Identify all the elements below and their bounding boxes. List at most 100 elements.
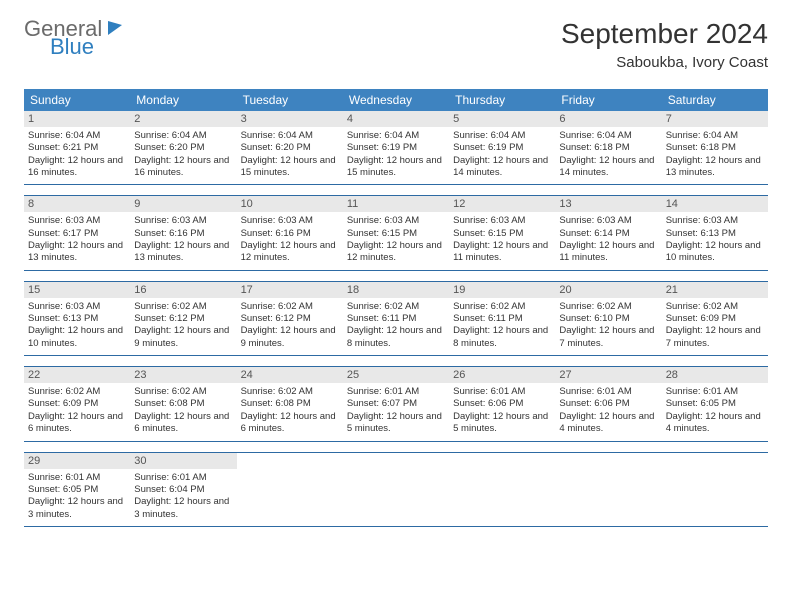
- day-details: Sunrise: 6:04 AMSunset: 6:20 PMDaylight:…: [237, 127, 343, 184]
- day-cell: [237, 453, 343, 526]
- daylight-line: Daylight: 12 hours and 7 minutes.: [666, 325, 764, 350]
- day-number: 13: [555, 196, 661, 212]
- weekday-thursday: Thursday: [449, 89, 555, 111]
- sunrise-line: Sunrise: 6:02 AM: [134, 386, 232, 398]
- sunrise-line: Sunrise: 6:02 AM: [28, 386, 126, 398]
- day-number: 21: [662, 282, 768, 298]
- weekday-monday: Monday: [130, 89, 236, 111]
- sunrise-line: Sunrise: 6:01 AM: [134, 472, 232, 484]
- sunset-line: Sunset: 6:14 PM: [559, 228, 657, 240]
- sunset-line: Sunset: 6:07 PM: [347, 398, 445, 410]
- day-number: 8: [24, 196, 130, 212]
- day-cell: [343, 453, 449, 526]
- sunrise-line: Sunrise: 6:01 AM: [28, 472, 126, 484]
- day-details: Sunrise: 6:03 AMSunset: 6:16 PMDaylight:…: [237, 212, 343, 269]
- day-number: 12: [449, 196, 555, 212]
- day-number: 28: [662, 367, 768, 383]
- sunset-line: Sunset: 6:09 PM: [666, 313, 764, 325]
- day-details: Sunrise: 6:03 AMSunset: 6:15 PMDaylight:…: [449, 212, 555, 269]
- day-cell: 26Sunrise: 6:01 AMSunset: 6:06 PMDayligh…: [449, 367, 555, 440]
- day-number: 22: [24, 367, 130, 383]
- sunset-line: Sunset: 6:08 PM: [134, 398, 232, 410]
- day-cell: 3Sunrise: 6:04 AMSunset: 6:20 PMDaylight…: [237, 111, 343, 184]
- sunrise-line: Sunrise: 6:01 AM: [347, 386, 445, 398]
- sunrise-line: Sunrise: 6:02 AM: [241, 386, 339, 398]
- logo-wrap: General Blue: [24, 18, 122, 58]
- sunrise-line: Sunrise: 6:04 AM: [453, 130, 551, 142]
- day-number: 19: [449, 282, 555, 298]
- day-cell: 25Sunrise: 6:01 AMSunset: 6:07 PMDayligh…: [343, 367, 449, 440]
- daylight-line: Daylight: 12 hours and 14 minutes.: [453, 155, 551, 180]
- daylight-line: Daylight: 12 hours and 8 minutes.: [347, 325, 445, 350]
- page: General Blue September 2024 Saboukba, Iv…: [0, 0, 792, 545]
- sunrise-line: Sunrise: 6:01 AM: [666, 386, 764, 398]
- day-details: Sunrise: 6:04 AMSunset: 6:19 PMDaylight:…: [449, 127, 555, 184]
- day-cell: 30Sunrise: 6:01 AMSunset: 6:04 PMDayligh…: [130, 453, 236, 526]
- sunrise-line: Sunrise: 6:03 AM: [347, 215, 445, 227]
- sunrise-line: Sunrise: 6:02 AM: [453, 301, 551, 313]
- page-subtitle: Saboukba, Ivory Coast: [561, 54, 768, 71]
- daylight-line: Daylight: 12 hours and 4 minutes.: [666, 411, 764, 436]
- day-cell: 23Sunrise: 6:02 AMSunset: 6:08 PMDayligh…: [130, 367, 236, 440]
- logo-arrow-icon: [108, 21, 122, 35]
- daylight-line: Daylight: 12 hours and 15 minutes.: [241, 155, 339, 180]
- day-number: 17: [237, 282, 343, 298]
- sunrise-line: Sunrise: 6:03 AM: [666, 215, 764, 227]
- weekday-friday: Friday: [555, 89, 661, 111]
- sunset-line: Sunset: 6:20 PM: [241, 142, 339, 154]
- daylight-line: Daylight: 12 hours and 13 minutes.: [666, 155, 764, 180]
- day-details: Sunrise: 6:04 AMSunset: 6:19 PMDaylight:…: [343, 127, 449, 184]
- sunrise-line: Sunrise: 6:01 AM: [559, 386, 657, 398]
- page-title: September 2024: [561, 18, 768, 50]
- sunset-line: Sunset: 6:13 PM: [28, 313, 126, 325]
- sunset-line: Sunset: 6:08 PM: [241, 398, 339, 410]
- day-number: 2: [130, 111, 236, 127]
- day-cell: 8Sunrise: 6:03 AMSunset: 6:17 PMDaylight…: [24, 196, 130, 269]
- daylight-line: Daylight: 12 hours and 14 minutes.: [559, 155, 657, 180]
- sunset-line: Sunset: 6:12 PM: [134, 313, 232, 325]
- day-cell: 2Sunrise: 6:04 AMSunset: 6:20 PMDaylight…: [130, 111, 236, 184]
- day-details: Sunrise: 6:04 AMSunset: 6:18 PMDaylight:…: [662, 127, 768, 184]
- day-cell: 9Sunrise: 6:03 AMSunset: 6:16 PMDaylight…: [130, 196, 236, 269]
- sunset-line: Sunset: 6:11 PM: [453, 313, 551, 325]
- sunrise-line: Sunrise: 6:02 AM: [134, 301, 232, 313]
- sunrise-line: Sunrise: 6:03 AM: [559, 215, 657, 227]
- day-details: Sunrise: 6:01 AMSunset: 6:04 PMDaylight:…: [130, 469, 236, 526]
- weeks-container: 1Sunrise: 6:04 AMSunset: 6:21 PMDaylight…: [24, 111, 768, 527]
- day-details: Sunrise: 6:04 AMSunset: 6:20 PMDaylight:…: [130, 127, 236, 184]
- day-details: Sunrise: 6:02 AMSunset: 6:08 PMDaylight:…: [237, 383, 343, 440]
- day-number: 15: [24, 282, 130, 298]
- day-number: 16: [130, 282, 236, 298]
- day-details: Sunrise: 6:02 AMSunset: 6:11 PMDaylight:…: [449, 298, 555, 355]
- sunrise-line: Sunrise: 6:04 AM: [666, 130, 764, 142]
- day-cell: 18Sunrise: 6:02 AMSunset: 6:11 PMDayligh…: [343, 282, 449, 355]
- daylight-line: Daylight: 12 hours and 12 minutes.: [241, 240, 339, 265]
- day-details: Sunrise: 6:03 AMSunset: 6:14 PMDaylight:…: [555, 212, 661, 269]
- day-cell: 15Sunrise: 6:03 AMSunset: 6:13 PMDayligh…: [24, 282, 130, 355]
- day-number: 10: [237, 196, 343, 212]
- weekday-wednesday: Wednesday: [343, 89, 449, 111]
- sunset-line: Sunset: 6:12 PM: [241, 313, 339, 325]
- day-cell: 11Sunrise: 6:03 AMSunset: 6:15 PMDayligh…: [343, 196, 449, 269]
- day-number: 18: [343, 282, 449, 298]
- daylight-line: Daylight: 12 hours and 8 minutes.: [453, 325, 551, 350]
- sunset-line: Sunset: 6:05 PM: [666, 398, 764, 410]
- daylight-line: Daylight: 12 hours and 3 minutes.: [134, 496, 232, 521]
- daylight-line: Daylight: 12 hours and 5 minutes.: [453, 411, 551, 436]
- sunset-line: Sunset: 6:19 PM: [347, 142, 445, 154]
- day-details: Sunrise: 6:02 AMSunset: 6:08 PMDaylight:…: [130, 383, 236, 440]
- sunrise-line: Sunrise: 6:04 AM: [28, 130, 126, 142]
- day-details: Sunrise: 6:04 AMSunset: 6:18 PMDaylight:…: [555, 127, 661, 184]
- day-number: 1: [24, 111, 130, 127]
- daylight-line: Daylight: 12 hours and 11 minutes.: [453, 240, 551, 265]
- day-number: 25: [343, 367, 449, 383]
- week-row: 8Sunrise: 6:03 AMSunset: 6:17 PMDaylight…: [24, 195, 768, 270]
- sunrise-line: Sunrise: 6:04 AM: [134, 130, 232, 142]
- day-details: Sunrise: 6:01 AMSunset: 6:07 PMDaylight:…: [343, 383, 449, 440]
- sunset-line: Sunset: 6:18 PM: [559, 142, 657, 154]
- week-row: 15Sunrise: 6:03 AMSunset: 6:13 PMDayligh…: [24, 281, 768, 356]
- sunset-line: Sunset: 6:06 PM: [559, 398, 657, 410]
- day-cell: [662, 453, 768, 526]
- day-number: 6: [555, 111, 661, 127]
- day-number: 14: [662, 196, 768, 212]
